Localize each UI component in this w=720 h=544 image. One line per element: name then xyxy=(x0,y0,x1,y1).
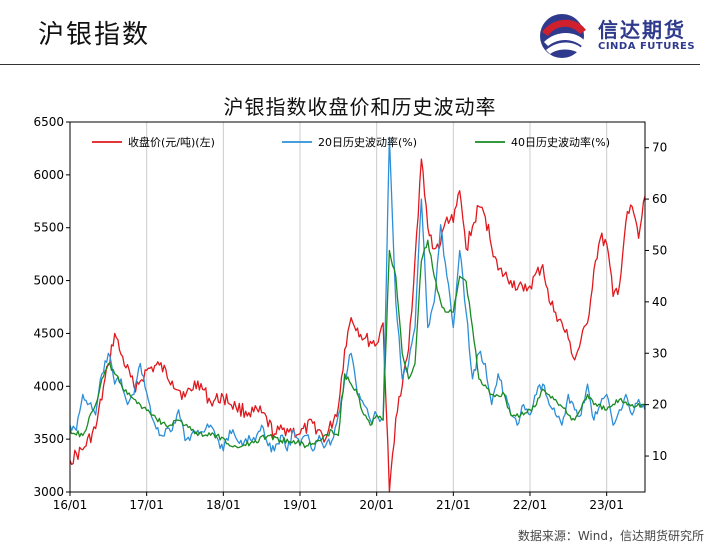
logo-english-text: CINDA FUTURES xyxy=(598,41,696,52)
right-tick-label: 10 xyxy=(652,449,667,463)
x-tick-label: 19/01 xyxy=(283,498,318,512)
x-tick-label: 17/01 xyxy=(129,498,164,512)
chart-title: 沪银指数收盘价和历史波动率 xyxy=(223,95,497,119)
logo-chinese-text: 信达期货 xyxy=(598,18,686,42)
right-tick-label: 30 xyxy=(652,346,667,360)
legend-label: 20日历史波动率(%) xyxy=(318,135,417,149)
right-tick-label: 70 xyxy=(652,141,667,155)
left-tick-label: 6500 xyxy=(33,115,64,129)
data-source-note: 数据来源：Wind，信达期货研究所 xyxy=(517,529,704,543)
right-tick-label: 20 xyxy=(652,398,667,412)
x-tick-label: 21/01 xyxy=(436,498,471,512)
left-tick-label: 3500 xyxy=(33,432,64,446)
legend-label: 收盘价(元/吨)(左) xyxy=(128,135,215,149)
left-tick-label: 6000 xyxy=(33,168,64,182)
left-tick-label: 5000 xyxy=(33,274,64,288)
x-tick-label: 18/01 xyxy=(206,498,241,512)
right-tick-label: 60 xyxy=(652,192,667,206)
company-logo: 信达期货 CINDA FUTURES xyxy=(536,10,696,60)
x-tick-label: 16/01 xyxy=(53,498,88,512)
left-tick-label: 5500 xyxy=(33,221,64,235)
plot-frame xyxy=(69,121,646,493)
right-tick-label: 50 xyxy=(652,243,667,257)
legend-label: 40日历史波动率(%) xyxy=(511,135,610,149)
x-tick-label: 20/01 xyxy=(359,498,394,512)
series-line-1 xyxy=(69,158,646,493)
right-tick-label: 40 xyxy=(652,295,667,309)
series-line-3 xyxy=(69,239,646,449)
x-tick-label: 22/01 xyxy=(513,498,548,512)
x-tick-label: 23/01 xyxy=(589,498,624,512)
left-tick-label: 3000 xyxy=(33,485,64,499)
left-tick-label: 4000 xyxy=(33,379,64,393)
left-tick-label: 4500 xyxy=(33,326,64,340)
header-divider xyxy=(0,64,700,65)
page-title: 沪银指数 xyxy=(38,20,151,50)
logo-emblem-icon xyxy=(540,14,586,58)
